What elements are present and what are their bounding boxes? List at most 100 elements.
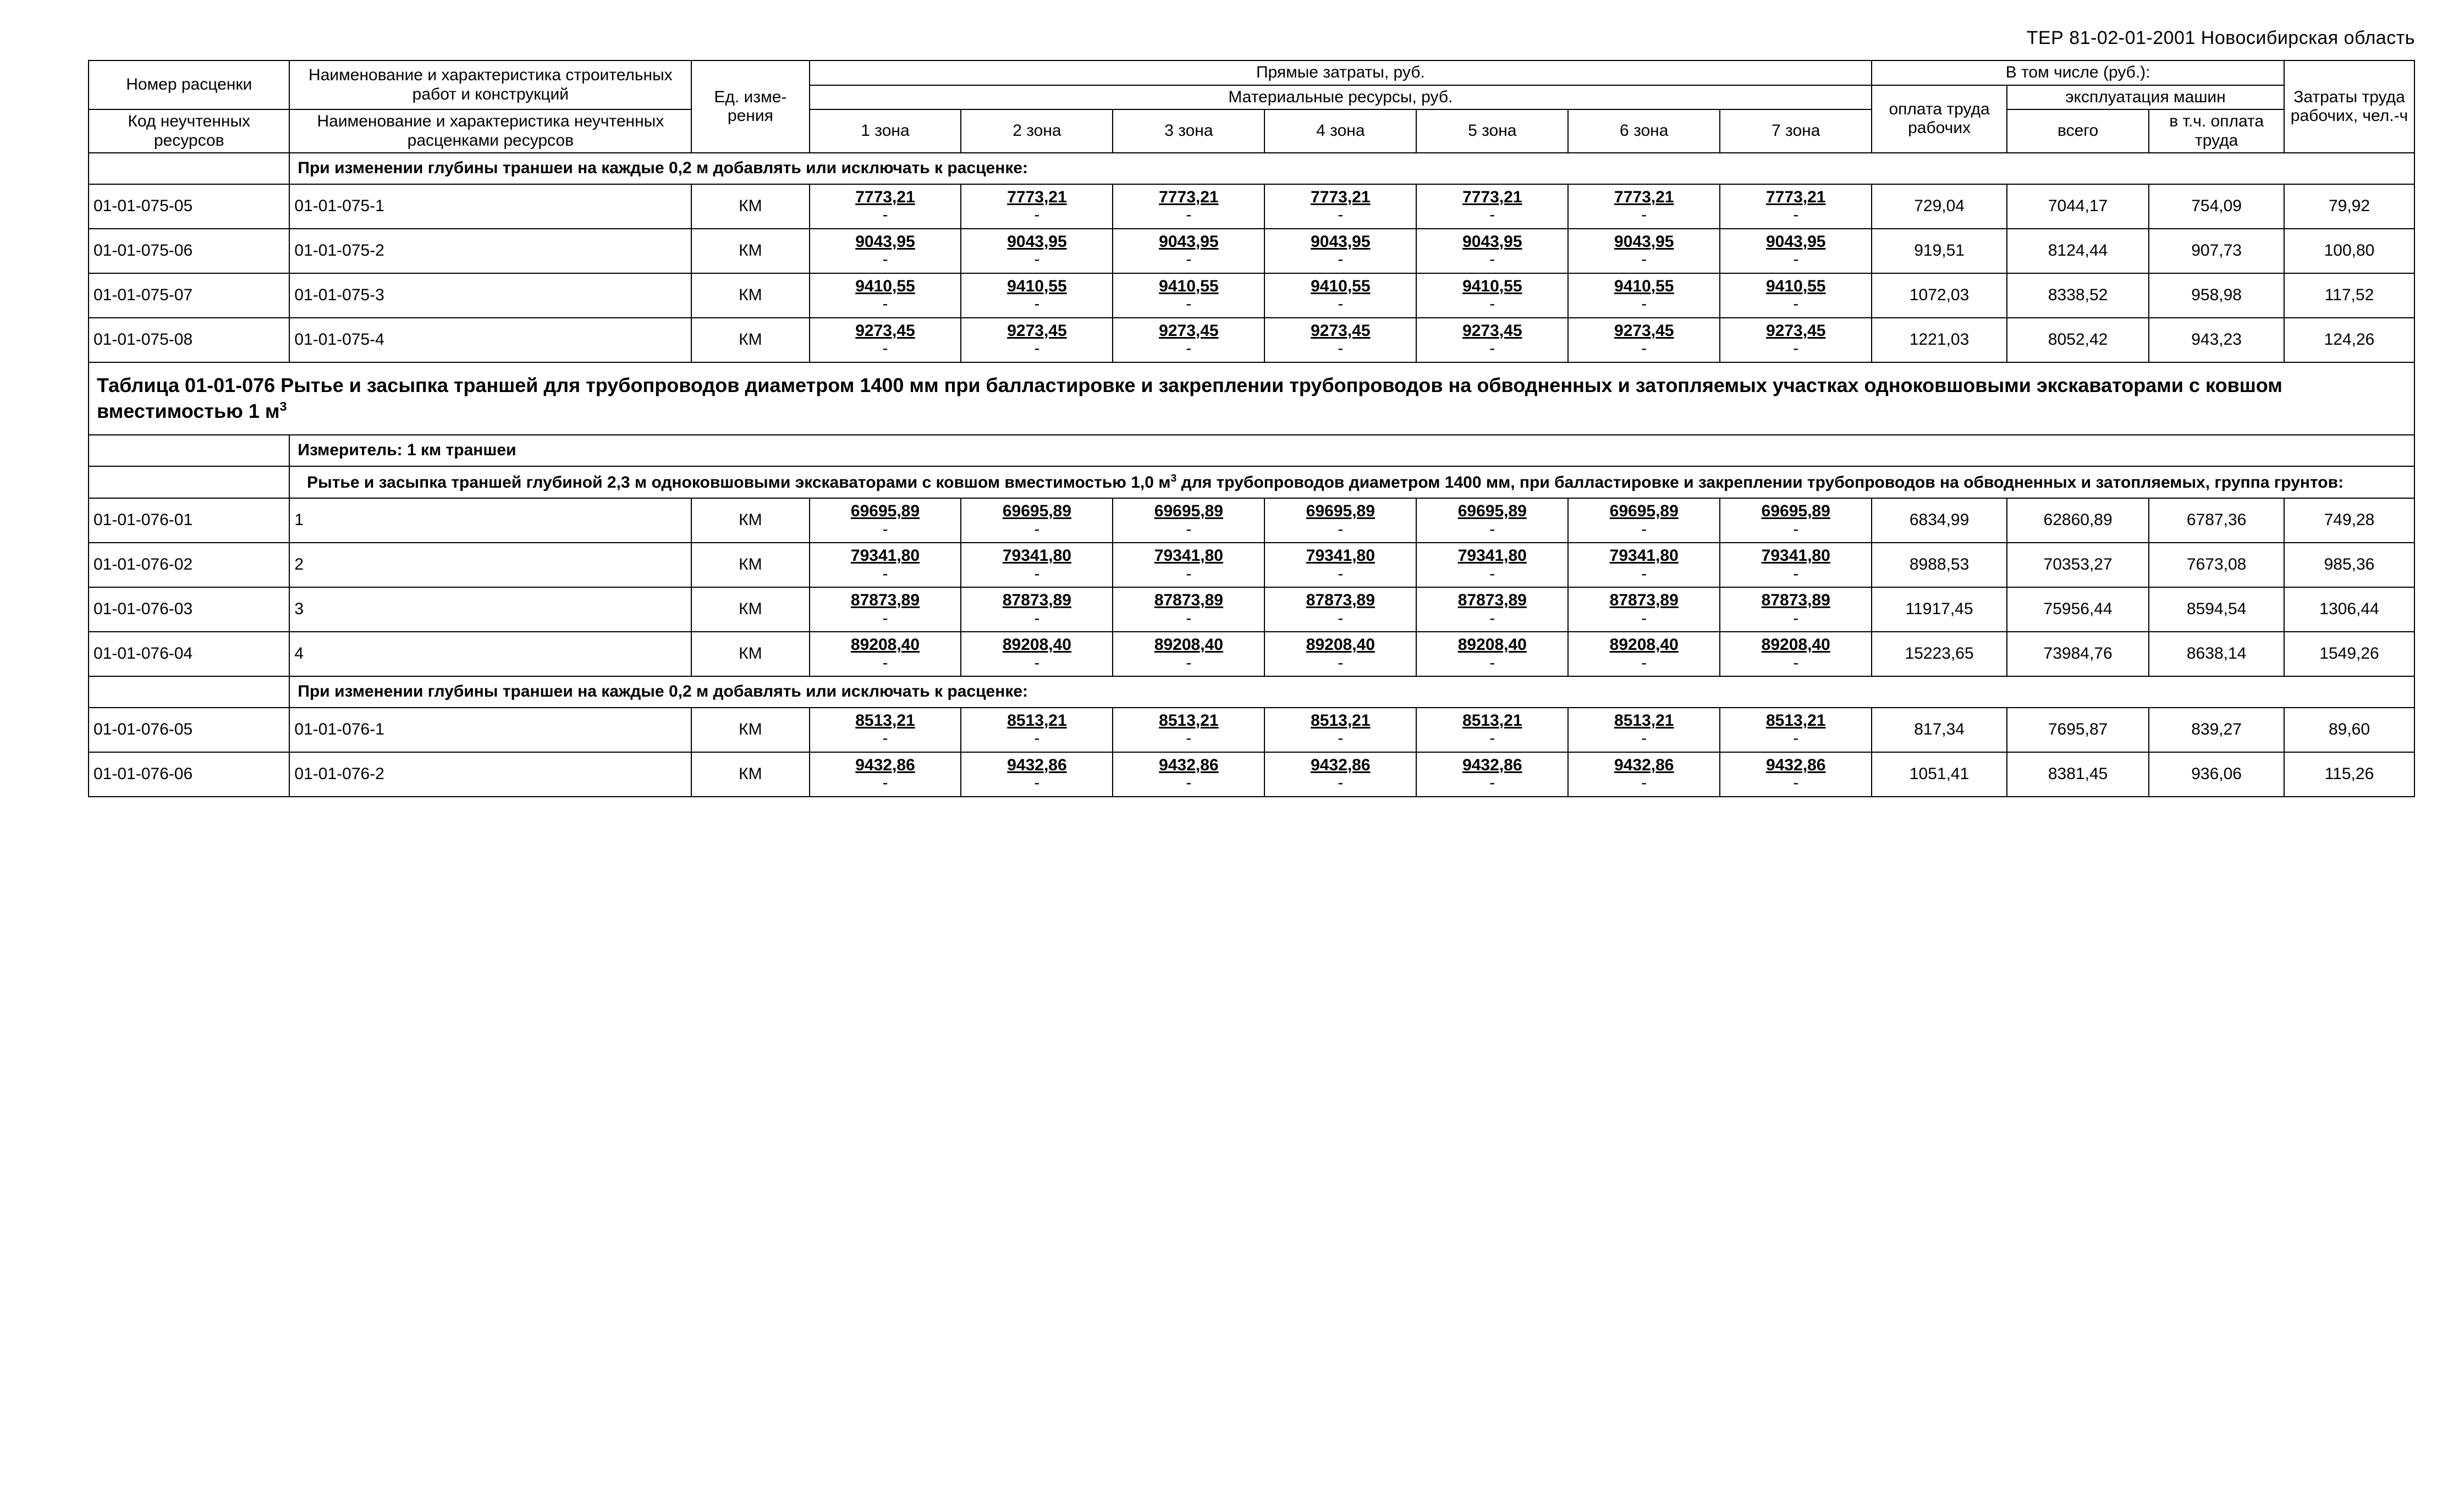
zone-value: 9273,45- — [1720, 318, 1872, 362]
rate-unit: КМ — [691, 543, 809, 587]
labor-hours: 985,36 — [2284, 543, 2414, 587]
zone-value: 9432,86- — [1416, 752, 1568, 797]
th-zone-5: 5 зона — [1416, 109, 1568, 153]
rate-name: 01-01-075-1 — [289, 184, 691, 229]
rate-code: 01-01-076-05 — [89, 708, 289, 752]
zone-value: 69695,89- — [1416, 498, 1568, 543]
labor-pay: 1221,03 — [1872, 318, 2007, 362]
zone-value: 9432,86- — [1568, 752, 1720, 797]
mach-total: 7044,17 — [2007, 184, 2149, 229]
zone-value: 69695,89- — [1568, 498, 1720, 543]
rate-code: 01-01-075-06 — [89, 229, 289, 273]
zone-value: 87873,89- — [1416, 587, 1568, 632]
zone-value: 9273,45- — [1568, 318, 1720, 362]
rate-name: 01-01-075-3 — [289, 273, 691, 318]
th-mach-total: всего — [2007, 109, 2149, 153]
zone-value: 7773,21- — [1264, 184, 1416, 229]
th-including: В том числе (руб.): — [1872, 60, 2284, 85]
zone-value: 9410,55- — [1416, 273, 1568, 318]
zone-value: 89208,40- — [1416, 632, 1568, 676]
zone-value: 79341,80- — [1264, 543, 1416, 587]
zone-value: 9043,95- — [1416, 229, 1568, 273]
th-material: Материальные ресурсы, руб. — [810, 85, 1872, 110]
zone-value: 89208,40- — [810, 632, 961, 676]
mach-total: 8338,52 — [2007, 273, 2149, 318]
zone-value: 69695,89- — [810, 498, 961, 543]
mach-total: 73984,76 — [2007, 632, 2149, 676]
labor-hours: 100,80 — [2284, 229, 2414, 273]
mach-total: 75956,44 — [2007, 587, 2149, 632]
th-zone-4: 4 зона — [1264, 109, 1416, 153]
zone-value: 9273,45- — [1264, 318, 1416, 362]
rate-name: 01-01-076-2 — [289, 752, 691, 797]
th-zone-6: 6 зона — [1568, 109, 1720, 153]
zone-value: 9043,95- — [1113, 229, 1264, 273]
rate-name: 01-01-075-4 — [289, 318, 691, 362]
th-labor-pay: оплата труда рабочих — [1872, 85, 2007, 153]
th-zone-3: 3 зона — [1113, 109, 1264, 153]
table-row: 01-01-076-044КМ89208,40-89208,40-89208,4… — [89, 632, 2414, 676]
table-row: 01-01-076-011КМ69695,89-69695,89-69695,8… — [89, 498, 2414, 543]
mach-wage: 7673,08 — [2149, 543, 2284, 587]
zone-value: 9043,95- — [810, 229, 961, 273]
zone-value: 69695,89- — [1264, 498, 1416, 543]
zone-value: 89208,40- — [1113, 632, 1264, 676]
labor-hours: 1306,44 — [2284, 587, 2414, 632]
zone-value: 9410,55- — [1568, 273, 1720, 318]
zone-value: 9432,86- — [1720, 752, 1872, 797]
rate-code: 01-01-075-07 — [89, 273, 289, 318]
mach-wage: 754,09 — [2149, 184, 2284, 229]
rate-code: 01-01-076-04 — [89, 632, 289, 676]
labor-pay: 1072,03 — [1872, 273, 2007, 318]
labor-hours: 117,52 — [2284, 273, 2414, 318]
labor-hours: 79,92 — [2284, 184, 2414, 229]
th-name: Наименование и характеристика строительн… — [289, 60, 691, 109]
th-zone-2: 2 зона — [961, 109, 1113, 153]
zone-value: 87873,89- — [1568, 587, 1720, 632]
mach-wage: 958,98 — [2149, 273, 2284, 318]
mach-total: 8381,45 — [2007, 752, 2149, 797]
labor-hours: 1549,26 — [2284, 632, 2414, 676]
section-measure: Измеритель: 1 км траншеи — [89, 435, 2414, 466]
rate-name: 2 — [289, 543, 691, 587]
rate-unit: КМ — [691, 752, 809, 797]
table-row: 01-01-075-0601-01-075-2КМ9043,95-9043,95… — [89, 229, 2414, 273]
rate-code: 01-01-076-06 — [89, 752, 289, 797]
section-description: Рытье и засыпка траншей глубиной 2,3 м о… — [89, 466, 2414, 499]
zone-value: 9043,95- — [1568, 229, 1720, 273]
zone-value: 79341,80- — [1720, 543, 1872, 587]
th-unit: Ед. изме­рения — [691, 60, 809, 153]
labor-pay: 11917,45 — [1872, 587, 2007, 632]
rate-unit: КМ — [691, 587, 809, 632]
rate-code: 01-01-075-05 — [89, 184, 289, 229]
labor-pay: 817,34 — [1872, 708, 2007, 752]
table-row: 01-01-075-0701-01-075-3КМ9410,55-9410,55… — [89, 273, 2414, 318]
rate-code: 01-01-076-01 — [89, 498, 289, 543]
rate-name: 1 — [289, 498, 691, 543]
labor-pay: 1051,41 — [1872, 752, 2007, 797]
zone-value: 87873,89- — [961, 587, 1113, 632]
table-row: 01-01-076-022КМ79341,80-79341,80-79341,8… — [89, 543, 2414, 587]
zone-value: 79341,80- — [961, 543, 1113, 587]
mach-wage: 6787,36 — [2149, 498, 2284, 543]
table-row: 01-01-076-0501-01-076-1КМ8513,21-8513,21… — [89, 708, 2414, 752]
zone-value: 79341,80- — [1113, 543, 1264, 587]
rate-code: 01-01-076-02 — [89, 543, 289, 587]
rate-name: 3 — [289, 587, 691, 632]
labor-pay: 6834,99 — [1872, 498, 2007, 543]
zone-value: 9410,55- — [810, 273, 961, 318]
zone-value: 79341,80- — [810, 543, 961, 587]
zone-value: 9432,86- — [1113, 752, 1264, 797]
mach-wage: 839,27 — [2149, 708, 2284, 752]
zone-value: 87873,89- — [810, 587, 961, 632]
labor-pay: 919,51 — [1872, 229, 2007, 273]
table-title: Таблица 01-01-076 Рытье и засыпка транше… — [89, 362, 2414, 435]
zone-value: 9273,45- — [810, 318, 961, 362]
rate-unit: КМ — [691, 318, 809, 362]
zone-value: 89208,40- — [961, 632, 1113, 676]
rate-code: 01-01-075-08 — [89, 318, 289, 362]
rates-table: Номер расценки Наименование и характерис… — [88, 60, 2415, 797]
th-machines: эксплуатация машин — [2007, 85, 2284, 110]
rate-unit: КМ — [691, 708, 809, 752]
zone-value: 9273,45- — [961, 318, 1113, 362]
